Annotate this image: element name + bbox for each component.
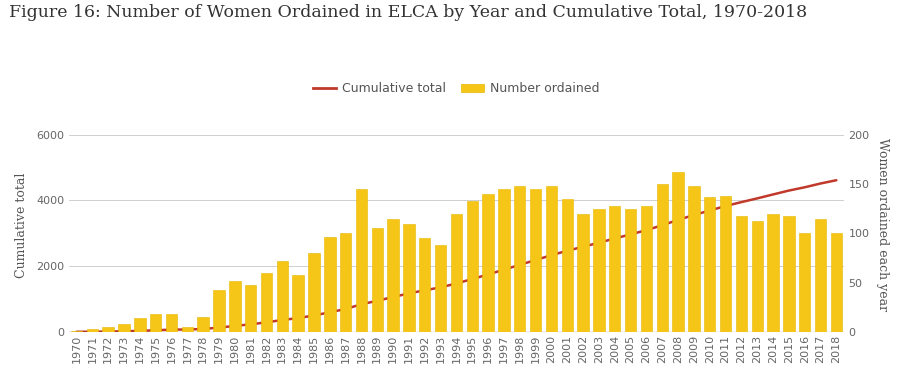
Legend: Cumulative total, Number ordained: Cumulative total, Number ordained <box>308 77 604 101</box>
Bar <box>687 186 699 332</box>
Bar <box>767 214 777 332</box>
Bar <box>561 199 573 332</box>
Bar <box>182 327 193 332</box>
Bar <box>387 218 398 332</box>
Bar <box>308 253 320 332</box>
Bar <box>165 314 177 332</box>
Bar <box>70 331 82 332</box>
Bar <box>260 273 272 332</box>
Bar <box>403 223 414 332</box>
Bar <box>782 215 794 332</box>
Bar <box>798 233 809 332</box>
Bar <box>482 194 493 332</box>
Bar <box>577 214 588 332</box>
Bar <box>592 209 604 332</box>
Bar <box>340 233 351 332</box>
Bar <box>814 218 825 332</box>
Bar <box>134 318 145 332</box>
Bar <box>545 186 556 332</box>
Bar <box>466 201 478 332</box>
Bar <box>451 214 461 332</box>
Bar <box>498 189 509 332</box>
Y-axis label: Women ordained each year: Women ordained each year <box>875 138 888 311</box>
Bar <box>735 215 746 332</box>
Bar <box>514 186 525 332</box>
Bar <box>87 329 98 332</box>
Bar <box>324 237 335 332</box>
Text: Figure 16: Number of Women Ordained in ELCA by Year and Cumulative Total, 1970-2: Figure 16: Number of Women Ordained in E… <box>9 4 806 21</box>
Bar <box>213 290 225 332</box>
Y-axis label: Cumulative total: Cumulative total <box>15 172 28 278</box>
Bar <box>228 280 240 332</box>
Bar <box>118 324 130 332</box>
Bar <box>703 197 714 332</box>
Bar <box>672 172 683 332</box>
Bar <box>529 189 541 332</box>
Bar <box>750 221 762 332</box>
Bar <box>609 206 619 332</box>
Bar <box>293 275 303 332</box>
Bar <box>245 285 256 332</box>
Bar <box>356 189 367 332</box>
Bar <box>830 233 841 332</box>
Bar <box>656 184 667 332</box>
Bar <box>371 228 383 332</box>
Bar <box>434 245 446 332</box>
Bar <box>276 261 288 332</box>
Bar <box>197 317 209 332</box>
Bar <box>150 314 162 332</box>
Bar <box>419 238 430 332</box>
Bar <box>624 209 636 332</box>
Bar <box>102 327 114 332</box>
Bar <box>640 206 651 332</box>
Bar <box>719 196 731 332</box>
